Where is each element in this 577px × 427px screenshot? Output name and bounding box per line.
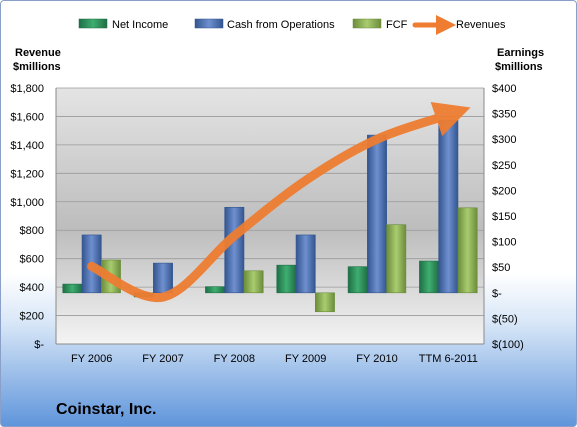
legend-label-net-income: Net Income — [112, 19, 168, 31]
legend: Net Income Cash from Operations FCF Reve… — [78, 15, 506, 35]
right-axis-title-line2: $millions — [495, 61, 543, 73]
legend-swatch-net-income — [78, 18, 108, 29]
bar-net-income — [205, 286, 226, 294]
right-axis-tick-label: $(50) — [492, 313, 518, 325]
bar-cash-from-operations — [438, 119, 459, 294]
legend-label-cash-from-operations: Cash from Operations — [227, 19, 335, 31]
chart-title: Coinstar, Inc. — [56, 401, 156, 418]
left-axis-tick-label: $200 — [20, 311, 44, 323]
bar-cash-from-operations — [367, 134, 387, 294]
left-axis-tick-label: $800 — [20, 225, 44, 237]
x-axis-tick-label: FY 2007 — [142, 353, 183, 365]
right-axis-tick-label: $350 — [492, 109, 516, 121]
right-axis-tick-label: $250 — [492, 160, 516, 172]
legend-item-cash-from-operations: Cash from Operations — [194, 18, 335, 31]
right-axis-tick-label: $(100) — [492, 339, 524, 351]
bar-net-income — [419, 260, 440, 294]
x-axis-ticks: FY 2006 FY 2007 FY 2008 FY 2009 FY 2010 TTM 6… — [71, 353, 478, 365]
legend-label-revenues: Revenues — [456, 19, 506, 31]
left-axis-tick-label: $- — [34, 339, 44, 351]
left-axis-title-line2: $millions — [13, 61, 61, 73]
bar-fcf — [386, 224, 407, 294]
bar-net-income — [347, 266, 368, 294]
bar-fcf — [457, 207, 478, 294]
x-axis-tick-label: FY 2009 — [285, 353, 326, 365]
right-axis-tick-label: $300 — [492, 134, 516, 146]
bar-net-income — [62, 283, 83, 294]
bars-layer — [62, 119, 478, 313]
right-axis-ticks: $(100) $(50) $- $50 $100 $150 $200 $250 $300 $350… — [492, 83, 524, 351]
bar-cash-from-operations — [224, 206, 245, 294]
left-axis-tick-label: $400 — [20, 282, 44, 294]
right-axis-tick-label: $400 — [492, 83, 516, 95]
left-axis-tick-label: $1,800 — [10, 83, 44, 95]
bar-net-income — [276, 264, 297, 294]
legend-label-fcf: FCF — [386, 19, 408, 31]
left-axis-title-line1: Revenue — [15, 47, 61, 59]
x-axis-tick-label: TTM 6-2011 — [419, 353, 478, 365]
left-axis-tick-label: $1,600 — [10, 111, 44, 123]
left-axis-tick-label: $1,200 — [10, 168, 44, 180]
right-axis-title-line1: Earnings — [497, 47, 544, 59]
legend-item-revenues: Revenues — [412, 15, 506, 35]
legend-swatch-cash-from-operations — [194, 18, 224, 29]
legend-swatch-fcf — [352, 18, 382, 29]
legend-item-fcf: FCF — [352, 18, 408, 31]
revenues-line — [87, 102, 471, 303]
right-axis-tick-label: $50 — [492, 262, 510, 274]
legend-item-net-income: Net Income — [78, 18, 168, 31]
right-axis-tick-label: $- — [492, 288, 502, 300]
left-axis-tick-label: $600 — [20, 254, 44, 266]
bar-cash-from-operations — [153, 262, 173, 294]
gridlines — [55, 87, 485, 345]
bar-cash-from-operations — [295, 234, 316, 294]
x-axis-tick-label: FY 2006 — [71, 353, 112, 365]
left-axis-tick-label: $1,400 — [10, 140, 44, 152]
right-axis-tick-label: $100 — [492, 237, 516, 249]
right-axis-tick-label: $200 — [492, 185, 516, 197]
left-axis-ticks: $- $200 $400 $600 $800 $1,000 $1,200 $1,400 $1,6… — [10, 83, 44, 351]
bar-fcf — [314, 292, 335, 313]
x-axis-tick-label: FY 2008 — [214, 353, 255, 365]
left-axis-tick-label: $1,000 — [10, 197, 44, 209]
right-axis-tick-label: $150 — [492, 211, 516, 223]
x-axis-tick-label: FY 2010 — [356, 353, 397, 365]
bar-fcf — [243, 270, 264, 294]
